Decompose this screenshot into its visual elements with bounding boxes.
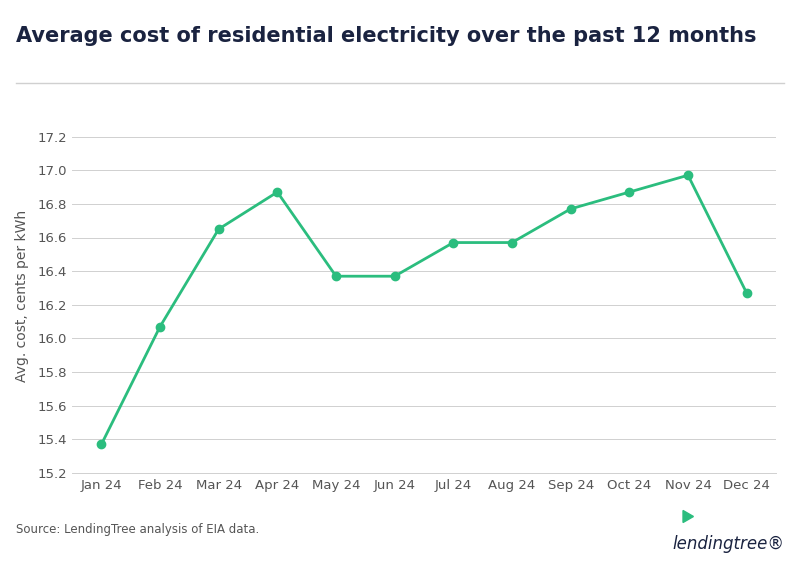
Text: Source: LendingTree analysis of EIA data.: Source: LendingTree analysis of EIA data… <box>16 523 259 536</box>
Y-axis label: Avg. cost, cents per kWh: Avg. cost, cents per kWh <box>15 210 29 382</box>
Text: lendingtree®: lendingtree® <box>672 535 784 553</box>
Text: Average cost of residential electricity over the past 12 months: Average cost of residential electricity … <box>16 26 757 46</box>
